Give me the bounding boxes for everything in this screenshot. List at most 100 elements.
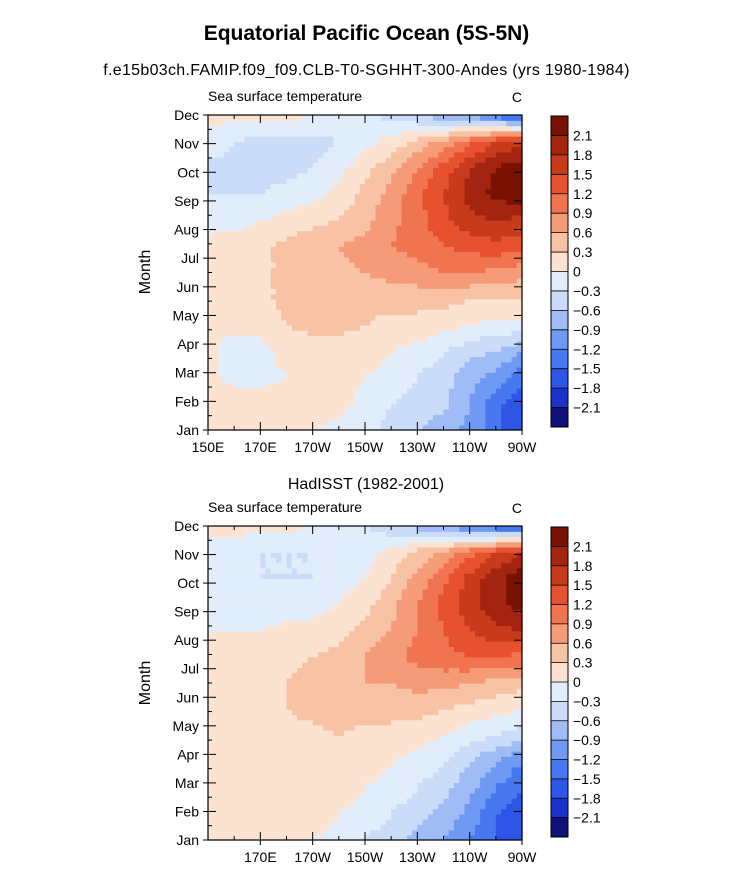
contour-cell — [223, 136, 230, 142]
contour-cell — [469, 766, 476, 773]
contour-cell — [380, 214, 387, 221]
contour-cell — [338, 262, 345, 268]
contour-cell — [433, 735, 439, 742]
contour-cell — [312, 787, 319, 794]
contour-cell — [302, 756, 309, 763]
contour-cell — [438, 188, 445, 195]
contour-cell — [354, 193, 361, 200]
contour-cell — [260, 403, 267, 410]
contour-cell — [328, 403, 335, 410]
contour-cell — [396, 330, 403, 337]
contour-cell — [396, 115, 403, 121]
contour-cell — [427, 115, 434, 121]
contour-cell — [323, 808, 329, 815]
contour-cell — [317, 141, 324, 148]
contour-cell — [276, 277, 282, 284]
contour-cell — [312, 172, 319, 179]
contour-cell — [401, 393, 408, 400]
contour-cell — [490, 146, 497, 153]
contour-cell — [511, 829, 518, 836]
contour-cell — [474, 141, 481, 148]
contour-cell — [317, 414, 324, 421]
contour-cell — [213, 782, 220, 789]
contour-cell — [511, 277, 518, 284]
contour-cell — [302, 272, 309, 279]
contour-cell — [385, 267, 392, 274]
contour-cell — [302, 146, 309, 153]
contour-cell — [417, 377, 424, 384]
contour-cell — [495, 272, 502, 279]
contour-cell — [255, 346, 261, 352]
contour-cell — [349, 756, 356, 763]
contour-cell — [317, 193, 324, 200]
contour-cell — [276, 314, 282, 321]
contour-cell — [239, 740, 246, 747]
contour-cell — [260, 262, 267, 268]
contour-cell — [396, 146, 403, 153]
contour-cell — [218, 393, 225, 400]
contour-cell — [359, 813, 366, 820]
contour-cell — [255, 409, 261, 415]
contour-cell — [401, 751, 408, 757]
contour-cell — [375, 792, 382, 799]
contour-cell — [359, 146, 366, 153]
contour-cell — [391, 293, 397, 300]
contour-cell — [370, 178, 377, 184]
contour-cell — [213, 325, 220, 331]
contour-cell — [302, 356, 309, 363]
contour-cell — [286, 356, 293, 363]
contour-cell — [380, 824, 387, 831]
contour-cell — [480, 267, 486, 274]
contour-cell — [249, 193, 256, 200]
contour-cell — [208, 120, 214, 127]
contour-cell — [506, 230, 513, 237]
contour-cell — [422, 267, 429, 274]
contour-cell — [453, 745, 460, 752]
contour-cell — [323, 256, 329, 263]
contour-cell — [291, 293, 298, 300]
contour-cell — [223, 787, 230, 794]
contour-cell — [286, 277, 293, 284]
contour-cell — [249, 419, 256, 426]
contour-cell — [516, 351, 523, 358]
contour-cell — [417, 272, 424, 279]
contour-cell — [218, 335, 225, 342]
contour-cell — [249, 361, 256, 368]
contour-cell — [375, 283, 382, 289]
contour-cell — [438, 256, 445, 263]
contour-cell — [338, 235, 345, 242]
contour-cell — [385, 214, 392, 221]
contour-cell — [485, 293, 492, 300]
contour-cell — [474, 151, 481, 158]
contour-cell — [213, 351, 220, 358]
contour-cell — [239, 424, 246, 431]
contour-cell — [443, 167, 450, 174]
contour-cell — [490, 193, 497, 200]
contour-cell — [427, 183, 434, 190]
contour-cell — [323, 424, 329, 431]
contour-cell — [312, 346, 319, 352]
contour-cell — [422, 798, 429, 804]
contour-cell — [312, 241, 319, 247]
contour-cell — [385, 398, 392, 405]
contour-cell — [396, 377, 403, 384]
contour-cell — [480, 277, 486, 284]
contour-cell — [453, 803, 460, 810]
contour-cell — [490, 304, 497, 310]
contour-cell — [511, 740, 518, 747]
contour-cell — [370, 792, 377, 799]
contour-cell — [391, 235, 397, 242]
contour-cell — [480, 220, 486, 226]
contour-cell — [380, 120, 387, 127]
contour-cell — [333, 151, 340, 158]
contour-cell — [249, 183, 256, 190]
contour-cell — [255, 792, 261, 799]
contour-cell — [333, 319, 340, 326]
contour-cell — [427, 304, 434, 310]
contour-cell — [469, 298, 476, 305]
contour-cell — [312, 136, 319, 142]
contour-cell — [317, 267, 324, 274]
contour-cell — [433, 419, 439, 426]
contour-cell — [485, 798, 492, 804]
contour-cell — [506, 151, 513, 158]
